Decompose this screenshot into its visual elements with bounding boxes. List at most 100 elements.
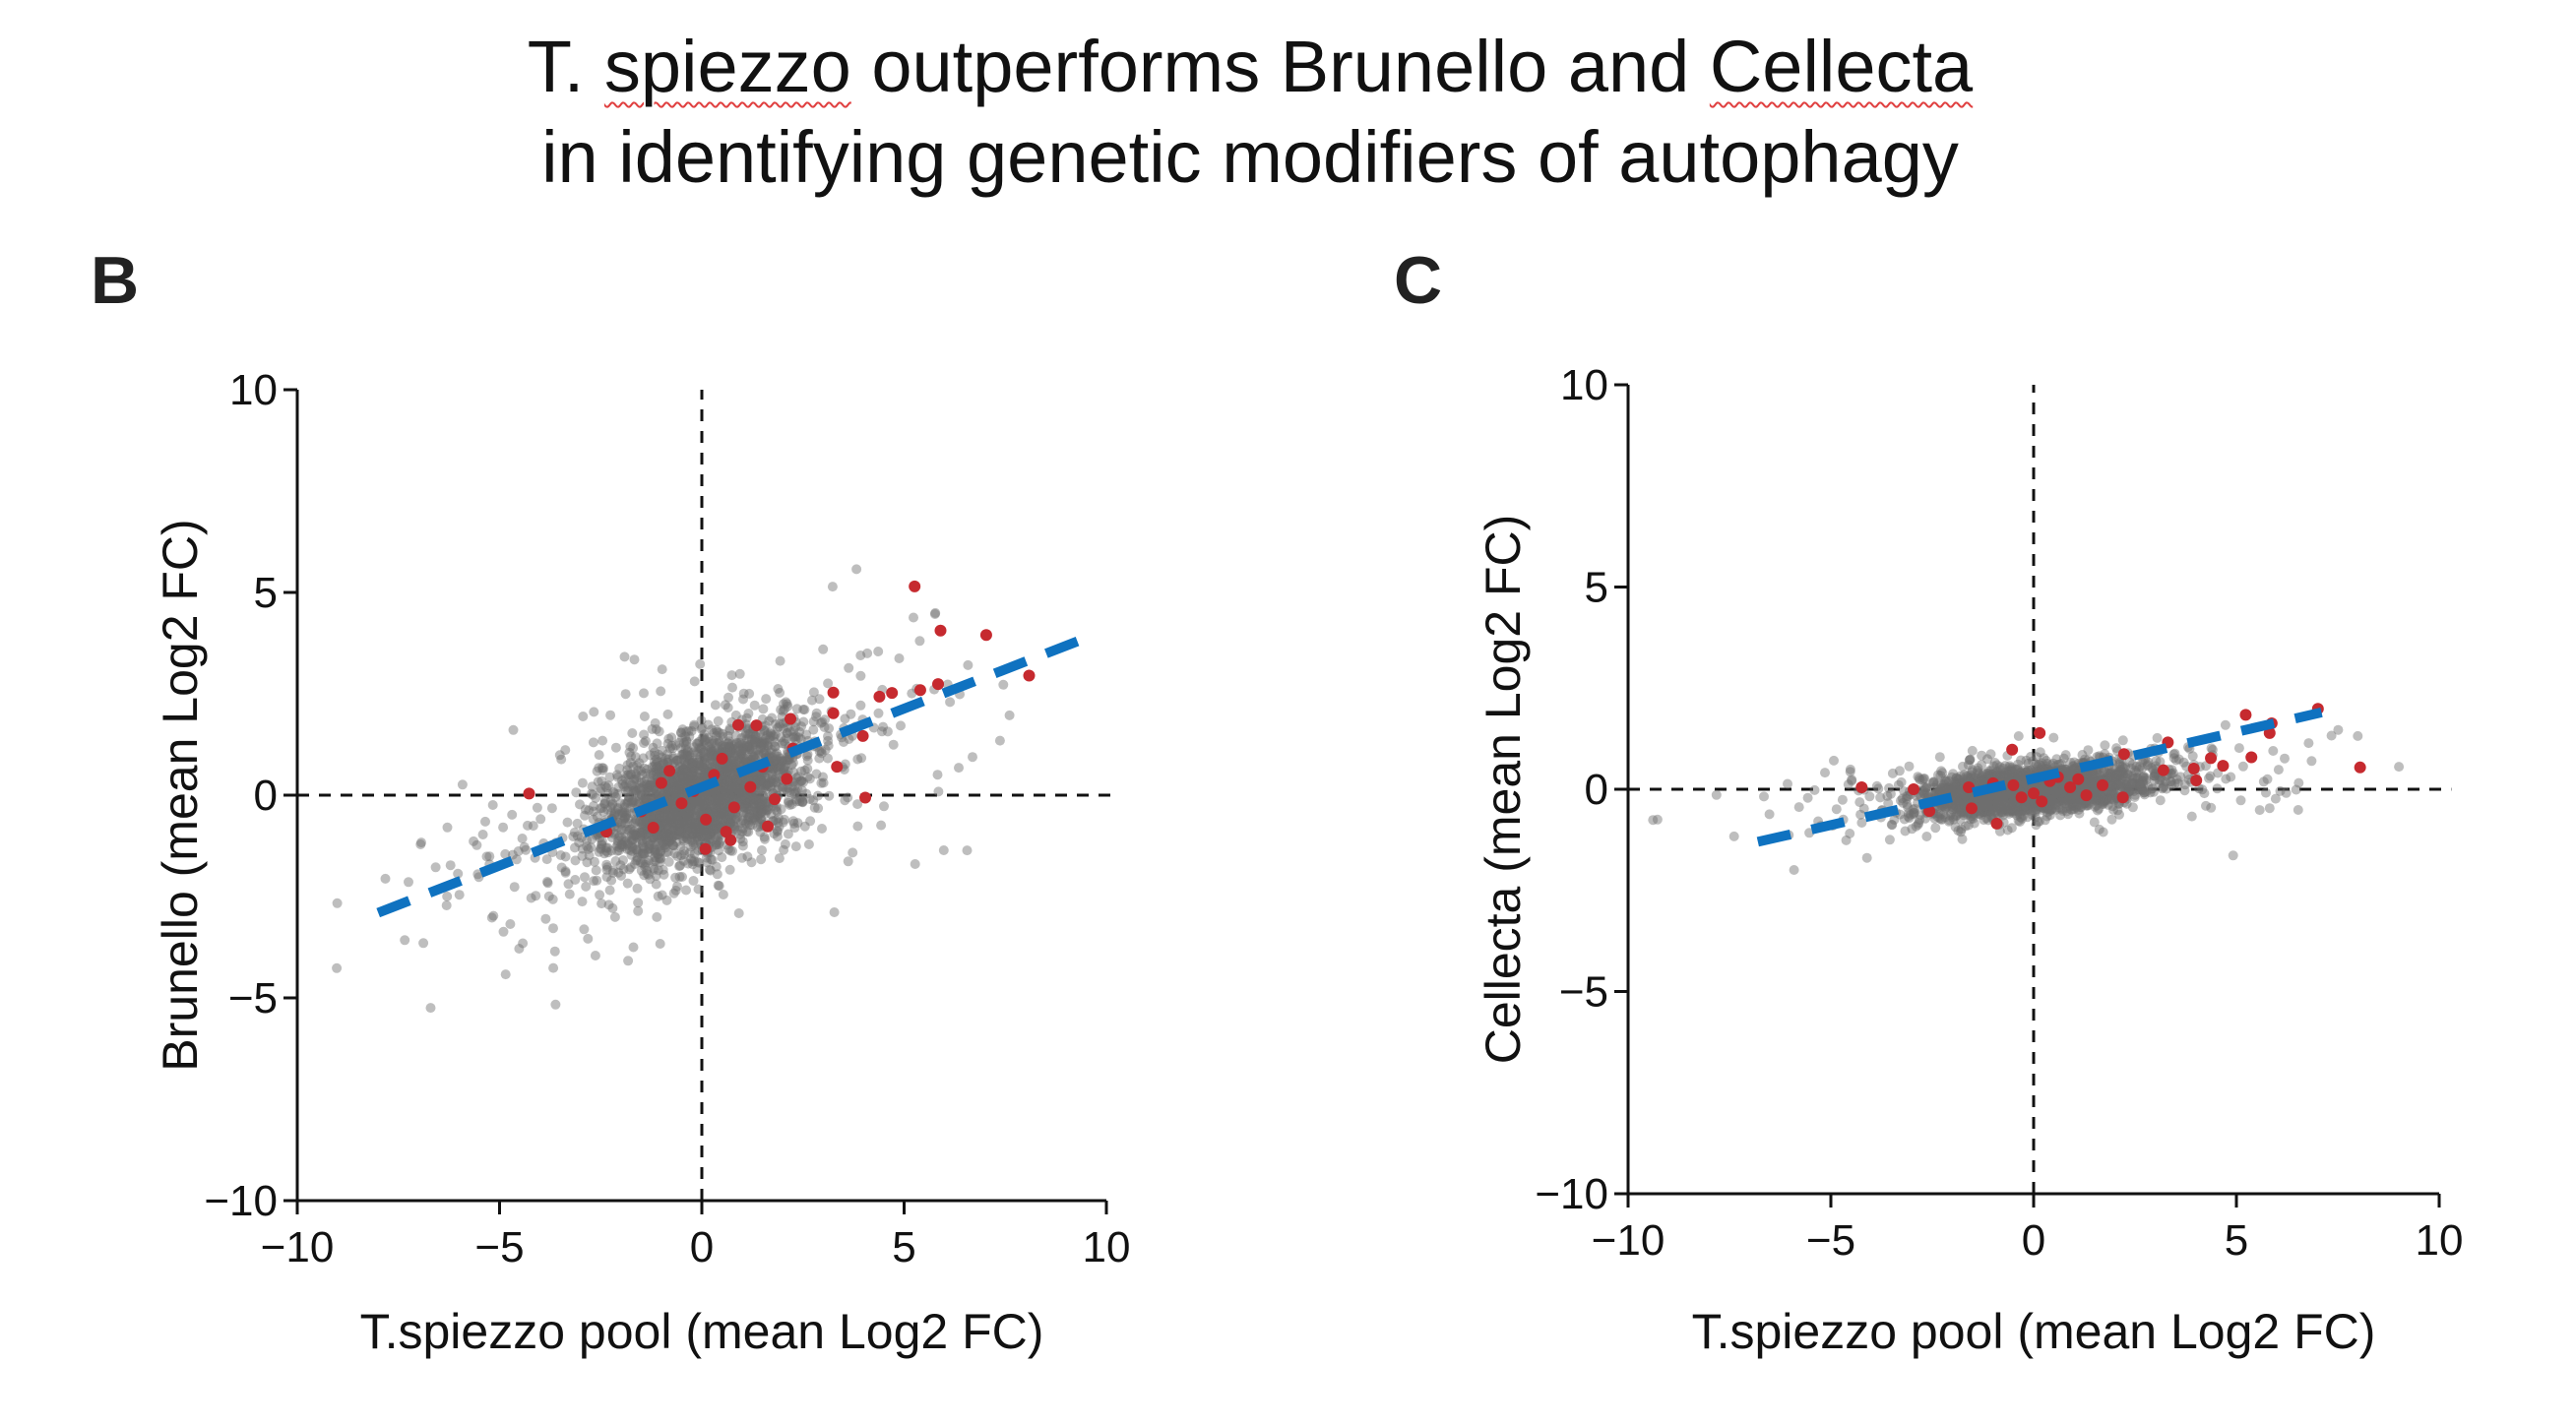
background-point: [686, 775, 697, 786]
background-point: [653, 849, 663, 859]
background-point: [741, 808, 752, 819]
background-point: [597, 838, 607, 849]
background-point: [672, 785, 682, 796]
background-point: [720, 774, 730, 785]
background-point: [718, 731, 728, 742]
background-point: [740, 818, 751, 829]
background-point: [571, 787, 582, 798]
background-point: [680, 774, 691, 785]
background-point: [589, 707, 599, 717]
background-point: [674, 766, 685, 776]
background-point: [840, 713, 850, 724]
background-point: [717, 803, 727, 814]
background-point: [677, 806, 688, 817]
background-point: [715, 811, 725, 822]
background-point: [672, 772, 683, 782]
background-point: [721, 762, 730, 773]
x-tick-label: −5: [1806, 1216, 1855, 1265]
background-point: [601, 782, 612, 793]
background-point: [653, 832, 663, 842]
background-point: [631, 830, 642, 840]
background-point: [518, 938, 529, 949]
background-point: [707, 854, 718, 865]
background-point: [645, 874, 656, 885]
background-point: [507, 809, 518, 820]
background-point: [749, 700, 760, 711]
background-point: [779, 704, 789, 714]
background-point: [696, 743, 707, 754]
background-point: [712, 726, 723, 737]
background-point: [742, 742, 753, 753]
background-point: [666, 812, 677, 823]
background-point: [801, 729, 812, 740]
background-point: [622, 796, 633, 807]
background-point: [757, 737, 768, 748]
background-point: [654, 810, 664, 821]
background-point: [778, 756, 788, 767]
background-point: [667, 743, 678, 754]
background-point: [641, 794, 652, 805]
background-point: [719, 779, 729, 790]
background-point: [677, 724, 688, 735]
background-point: [688, 822, 698, 833]
background-point: [718, 807, 728, 818]
background-point: [580, 872, 590, 883]
background-point: [604, 885, 615, 896]
background-point: [591, 865, 601, 876]
background-point: [615, 860, 626, 871]
background-point: [783, 829, 793, 839]
background-point: [645, 839, 656, 850]
background-point: [723, 766, 734, 776]
background-point: [672, 755, 683, 766]
background-point: [498, 822, 509, 833]
background-point: [599, 798, 610, 809]
background-point: [811, 708, 822, 718]
background-point: [771, 804, 782, 815]
background-point: [998, 679, 1009, 690]
background-point: [686, 774, 697, 784]
background-point: [894, 653, 905, 663]
background-point: [672, 881, 682, 892]
background-point: [588, 789, 598, 800]
background-point: [646, 770, 657, 780]
background-point: [749, 734, 760, 745]
background-point: [542, 877, 552, 887]
background-point: [840, 759, 850, 770]
background-point: [655, 761, 664, 771]
y-tick-label: 5: [254, 569, 278, 617]
background-point: [658, 820, 668, 831]
background-point: [748, 794, 759, 804]
background-point: [684, 811, 695, 822]
background-point: [852, 754, 863, 765]
background-point: [818, 644, 829, 654]
background-point: [668, 840, 679, 851]
background-point: [1930, 823, 1941, 834]
background-point: [843, 856, 853, 867]
background-point: [708, 826, 719, 836]
background-point: [698, 800, 709, 811]
background-point: [673, 820, 684, 830]
background-point: [750, 730, 761, 741]
background-point: [731, 777, 742, 788]
background-point: [823, 678, 834, 689]
background-point: [625, 741, 636, 752]
background-point: [765, 747, 776, 758]
background-point: [650, 717, 660, 728]
background-point: [699, 797, 710, 808]
background-point: [678, 771, 689, 781]
background-point: [668, 809, 679, 820]
background-point: [639, 848, 650, 859]
background-point: [666, 835, 677, 845]
background-point: [694, 796, 705, 807]
background-point: [677, 749, 687, 760]
background-point: [667, 786, 678, 797]
background-point: [669, 779, 680, 790]
highlight-point: [827, 686, 840, 699]
background-point: [759, 747, 769, 758]
background-point: [769, 760, 780, 771]
background-point: [618, 864, 629, 875]
background-point: [2201, 800, 2211, 811]
background-point: [674, 861, 685, 872]
background-point: [547, 894, 558, 904]
